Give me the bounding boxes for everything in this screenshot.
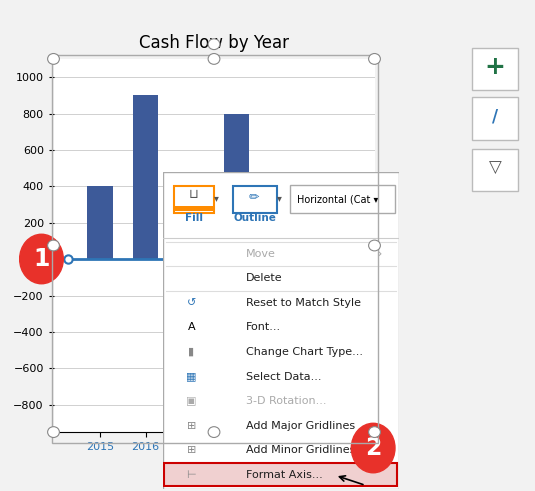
Text: ⊞: ⊞: [187, 445, 196, 455]
Text: Fill: Fill: [185, 213, 203, 223]
Text: 1: 1: [33, 247, 50, 271]
Circle shape: [20, 234, 63, 284]
Text: Move: Move: [246, 249, 276, 259]
Text: Select Data...: Select Data...: [246, 372, 321, 382]
FancyBboxPatch shape: [289, 185, 395, 213]
Text: Delete: Delete: [246, 273, 282, 283]
Text: Add Major Gridlines: Add Major Gridlines: [246, 421, 355, 431]
Text: ▾: ▾: [277, 193, 282, 203]
Text: Font...: Font...: [246, 323, 281, 332]
Text: ▦: ▦: [186, 372, 197, 382]
Text: 3-D Rotation...: 3-D Rotation...: [246, 396, 326, 406]
Text: Reset to Match Style: Reset to Match Style: [246, 298, 361, 308]
FancyBboxPatch shape: [163, 172, 399, 489]
FancyBboxPatch shape: [472, 97, 518, 140]
Text: Change Chart Type...: Change Chart Type...: [246, 347, 363, 357]
Text: Horizontal (Cat ▾: Horizontal (Cat ▾: [297, 194, 379, 204]
Text: ⊔: ⊔: [189, 188, 198, 200]
FancyBboxPatch shape: [472, 149, 518, 191]
Text: ⊞: ⊞: [187, 421, 196, 431]
Text: ✏: ✏: [249, 191, 259, 205]
Bar: [133, 95, 158, 259]
Bar: [224, 113, 249, 259]
Text: 2: 2: [365, 436, 381, 460]
FancyBboxPatch shape: [164, 463, 398, 486]
Text: /: /: [492, 108, 498, 126]
FancyBboxPatch shape: [472, 48, 518, 90]
Text: A: A: [188, 323, 195, 332]
FancyBboxPatch shape: [174, 186, 214, 213]
Bar: [179, 259, 204, 277]
Text: ▾: ▾: [213, 193, 219, 203]
Text: ▮: ▮: [188, 347, 195, 357]
Text: ↺: ↺: [187, 298, 196, 308]
Circle shape: [351, 423, 395, 473]
Title: Cash Flow by Year: Cash Flow by Year: [139, 34, 289, 52]
Text: ▣: ▣: [186, 396, 197, 406]
Bar: [270, 259, 295, 368]
Bar: [316, 259, 341, 277]
Bar: [87, 187, 112, 259]
FancyBboxPatch shape: [233, 186, 277, 213]
FancyBboxPatch shape: [167, 176, 402, 491]
Text: +: +: [484, 55, 506, 80]
Text: ⊢: ⊢: [187, 470, 196, 480]
Text: Outline: Outline: [234, 213, 277, 223]
Text: Add Minor Gridlines: Add Minor Gridlines: [246, 445, 355, 455]
Text: ›: ›: [377, 247, 383, 261]
Text: Format Axis...: Format Axis...: [246, 470, 322, 480]
Text: ▽: ▽: [488, 159, 501, 177]
Bar: [175, 206, 212, 212]
